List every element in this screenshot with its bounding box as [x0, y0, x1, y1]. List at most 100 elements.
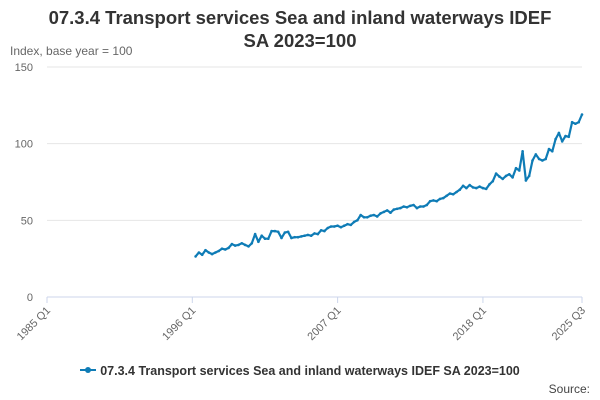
data-point	[326, 226, 330, 230]
data-point	[240, 242, 244, 245]
data-point	[194, 255, 197, 258]
data-point	[296, 235, 300, 239]
data-point	[329, 225, 333, 228]
data-point	[475, 186, 478, 190]
x-tick-label: 1996 Q1	[160, 305, 198, 343]
data-point	[560, 140, 564, 143]
data-point	[227, 246, 230, 250]
data-point	[461, 184, 465, 188]
data-point	[392, 208, 396, 211]
data-point	[224, 248, 227, 251]
data-point	[319, 229, 323, 232]
data-point	[293, 235, 297, 239]
data-point	[577, 120, 580, 124]
data-point	[432, 199, 435, 202]
data-point	[564, 134, 567, 138]
data-point	[263, 237, 267, 240]
data-point	[580, 113, 584, 116]
data-point	[280, 236, 283, 240]
data-point	[478, 185, 481, 188]
data-point	[534, 153, 538, 156]
y-tick-label: 150	[15, 62, 33, 74]
data-point	[382, 210, 386, 214]
data-point	[468, 183, 472, 187]
data-point	[425, 203, 429, 207]
data-point	[257, 240, 260, 244]
data-point	[309, 234, 313, 237]
data-point	[455, 190, 458, 194]
data-point	[359, 213, 363, 217]
data-point	[313, 232, 316, 235]
data-point	[200, 253, 204, 257]
legend-series-label[interactable]: 07.3.4 Transport services Sea and inland…	[100, 364, 520, 378]
data-point	[273, 229, 277, 233]
data-point	[267, 237, 270, 240]
data-point	[316, 232, 320, 236]
data-point	[207, 251, 211, 254]
data-point	[458, 188, 462, 191]
data-point	[570, 120, 574, 124]
data-point	[451, 193, 455, 196]
data-point	[418, 205, 422, 208]
data-point	[237, 243, 240, 247]
data-point	[379, 212, 382, 215]
data-point	[349, 223, 353, 227]
data-point	[270, 229, 273, 233]
data-point	[339, 225, 343, 229]
chart-title: 07.3.4 Transport services Sea and inland…	[0, 6, 600, 52]
data-point	[286, 230, 290, 234]
data-point	[233, 244, 237, 247]
series-line	[194, 113, 584, 258]
data-point	[395, 207, 399, 211]
data-point	[415, 206, 419, 210]
data-point	[356, 219, 359, 222]
data-point	[494, 172, 498, 175]
legend-series-swatch	[80, 366, 97, 373]
data-point	[508, 173, 511, 176]
data-point	[551, 150, 554, 153]
data-point	[385, 209, 389, 212]
data-point	[409, 204, 412, 208]
data-point	[290, 236, 293, 240]
data-point	[448, 192, 452, 195]
data-point	[230, 242, 234, 246]
data-point	[362, 216, 366, 219]
data-point	[366, 216, 369, 219]
data-point	[442, 196, 445, 200]
data-point	[300, 235, 303, 238]
data-point	[283, 231, 287, 234]
data-point	[220, 247, 224, 250]
data-point	[465, 186, 468, 190]
data-point	[438, 197, 442, 201]
legend[interactable]: 07.3.4 Transport services Sea and inland…	[0, 364, 600, 378]
data-point	[253, 232, 257, 236]
y-tick-label: 50	[21, 215, 33, 227]
data-point	[375, 215, 379, 218]
data-point	[303, 234, 306, 237]
data-point	[422, 205, 425, 208]
y-axis-unit-label: Index, base year = 100	[10, 44, 133, 58]
data-point	[537, 157, 541, 161]
data-point	[501, 177, 505, 181]
data-point	[428, 199, 432, 203]
data-point	[514, 166, 518, 170]
data-point	[567, 135, 571, 139]
data-point	[518, 169, 521, 172]
data-point	[243, 243, 247, 247]
data-point	[323, 229, 326, 233]
data-point	[574, 122, 577, 125]
data-point	[342, 224, 346, 227]
data-point	[521, 150, 524, 153]
data-point	[491, 179, 495, 183]
data-point	[346, 222, 349, 226]
data-point	[372, 213, 376, 217]
data-point	[276, 230, 280, 234]
x-tick-label: 1985 Q1	[15, 305, 53, 343]
data-point	[527, 174, 531, 178]
data-point	[405, 206, 409, 209]
data-point	[531, 159, 534, 162]
source-label: Source:	[548, 382, 590, 396]
data-point	[541, 159, 544, 162]
data-point	[481, 186, 485, 190]
